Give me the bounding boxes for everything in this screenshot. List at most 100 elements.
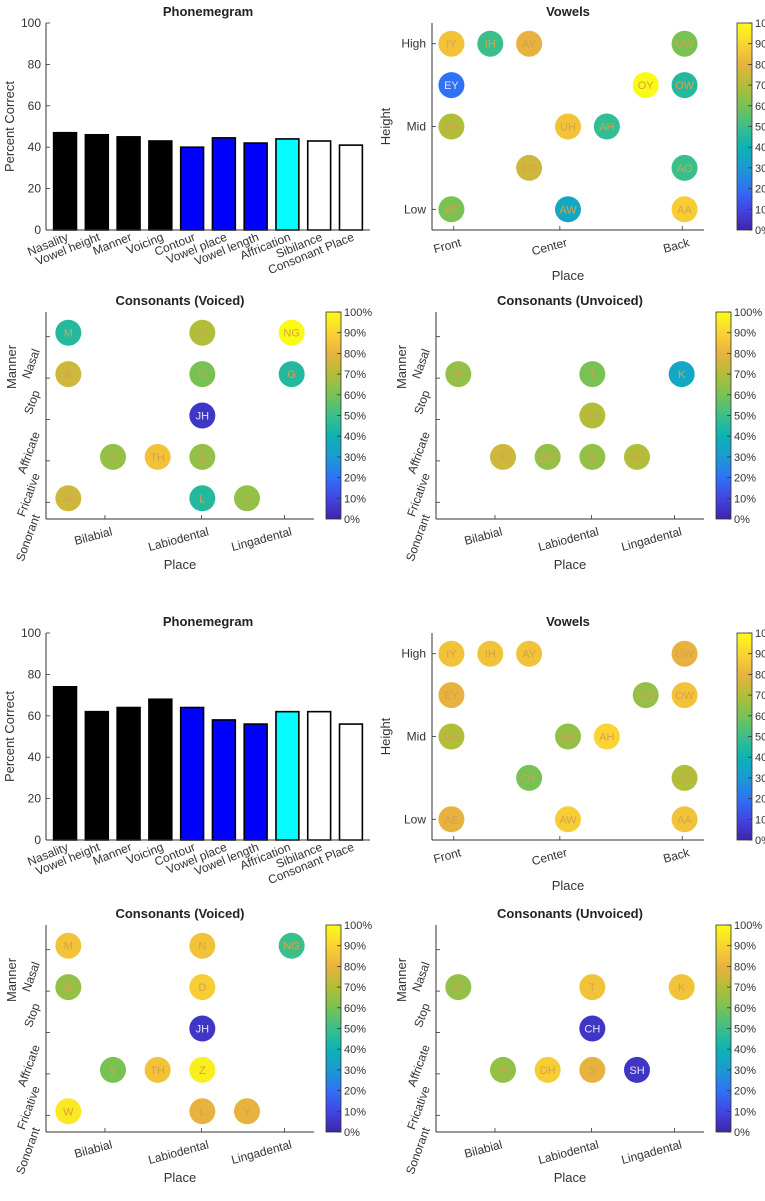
bar xyxy=(275,710,300,841)
point-label: W xyxy=(63,1106,74,1118)
colorbar-tick-label: 80% xyxy=(344,961,366,973)
x-tick-label: Lingadental xyxy=(230,1137,294,1167)
point-label: EY xyxy=(444,690,459,702)
data-point xyxy=(593,113,620,140)
x-tick-label: Labiodental xyxy=(537,524,601,554)
colorbar-tick-label: 100 xyxy=(755,18,765,30)
y-tick-label: 20 xyxy=(28,182,42,196)
data-point xyxy=(100,443,126,470)
point-label: OW xyxy=(675,80,695,92)
bar xyxy=(179,146,205,231)
x-tick-label: Front xyxy=(432,845,463,866)
data-point xyxy=(632,72,659,99)
point-label: OW xyxy=(675,690,695,702)
data-point xyxy=(445,974,472,1001)
bar xyxy=(148,698,173,841)
data-point xyxy=(516,30,543,57)
colorbar-tick-label: 90% xyxy=(734,328,756,340)
data-point xyxy=(624,443,650,470)
colorbar-tick-label: 90% xyxy=(344,328,366,340)
colorbar-tick-label: 20% xyxy=(344,473,366,485)
x-tick-label: Bilabial xyxy=(463,1137,504,1161)
bar xyxy=(211,137,237,231)
y-tick-label: 20 xyxy=(28,792,42,806)
colorbar-tick-label: 0% xyxy=(734,1127,750,1139)
point-label: V xyxy=(109,1065,117,1077)
y-tick-label: 0 xyxy=(34,223,41,237)
data-point xyxy=(278,319,305,346)
data-point xyxy=(671,640,698,667)
colorbar-tick-label: 70% xyxy=(755,690,765,702)
point-label: UW xyxy=(675,39,694,51)
bar xyxy=(84,133,110,231)
x-tick-label: Front xyxy=(432,235,463,256)
point-label: IY xyxy=(446,39,457,51)
y-tick-label: Low xyxy=(404,812,426,826)
x-tick-label: Bilabial xyxy=(73,1137,114,1161)
data-point xyxy=(671,72,698,99)
plot-area xyxy=(46,925,314,1132)
data-point xyxy=(477,30,504,57)
point-label: T xyxy=(589,369,596,381)
point-label: S xyxy=(589,452,596,464)
point-label: UH xyxy=(638,690,654,702)
point-label: Z xyxy=(199,1065,206,1077)
bar xyxy=(306,140,332,231)
colorbar-tick-label: 60% xyxy=(734,390,756,402)
data-point xyxy=(55,974,82,1001)
x-tick-label: Back xyxy=(662,235,692,256)
bar xyxy=(179,706,205,841)
y-tick-label: Nasal xyxy=(409,960,433,994)
point-label: D xyxy=(198,982,206,994)
y-axis-label: Percent Correct xyxy=(2,81,17,172)
point-label: NG xyxy=(283,328,300,340)
y-axis-label: Height xyxy=(378,107,393,145)
data-point xyxy=(671,764,698,791)
point-label: JH xyxy=(196,1024,210,1036)
point-label: F xyxy=(500,452,507,464)
point-label: OY xyxy=(638,80,655,92)
x-tick-label: Center xyxy=(530,235,568,258)
colorbar-tick-label: 40% xyxy=(344,1044,366,1056)
colorbar-tick-label: 50% xyxy=(755,732,765,744)
colorbar-tick-label: 100% xyxy=(344,307,372,319)
data-point xyxy=(438,640,465,667)
colorbar-tick-label: 50% xyxy=(344,411,366,423)
colorbar-tick-label: 20% xyxy=(734,473,756,485)
chart-title: Consonants (Unvoiced) xyxy=(497,293,643,308)
point-label: TH xyxy=(150,1065,165,1077)
data-point xyxy=(55,1098,82,1125)
colorbar-tick-label: 80% xyxy=(755,59,765,71)
data-point xyxy=(579,974,606,1001)
colorbar-tick-label: 90% xyxy=(755,649,765,661)
y-axis-label: Manner xyxy=(394,344,409,389)
chart-title: Vowels xyxy=(546,4,590,19)
chart-title: Phonemegram xyxy=(163,614,253,629)
point-label: OY xyxy=(521,773,538,785)
y-tick-label: Fricative xyxy=(404,471,433,519)
colorbar-tick-label: 10% xyxy=(734,493,756,505)
data-point xyxy=(144,1056,171,1083)
colorbar-tick-label: 80% xyxy=(755,669,765,681)
x-axis-label: Place xyxy=(554,1170,587,1185)
y-tick-label: 0 xyxy=(34,833,41,847)
data-point xyxy=(189,361,216,388)
point-label: AH xyxy=(599,732,614,744)
plot-area xyxy=(436,925,704,1132)
y-tick-label: 80 xyxy=(28,57,42,71)
point-label: V xyxy=(109,452,117,464)
x-axis-label: Place xyxy=(554,557,587,572)
plot-area xyxy=(436,312,704,519)
bar xyxy=(275,138,300,231)
y-tick-label: 40 xyxy=(28,140,42,154)
chart-title: Phonemegram xyxy=(163,4,253,19)
colorbar-tick-label: 40% xyxy=(734,1044,756,1056)
data-point xyxy=(189,1015,216,1042)
data-point xyxy=(189,402,216,429)
bar xyxy=(148,140,173,231)
colorbar-tick-label: 70% xyxy=(755,80,765,92)
colorbar-tick-label: 80% xyxy=(344,348,366,360)
plot-area xyxy=(46,312,314,519)
colorbar-tick-label: 90% xyxy=(734,941,756,953)
